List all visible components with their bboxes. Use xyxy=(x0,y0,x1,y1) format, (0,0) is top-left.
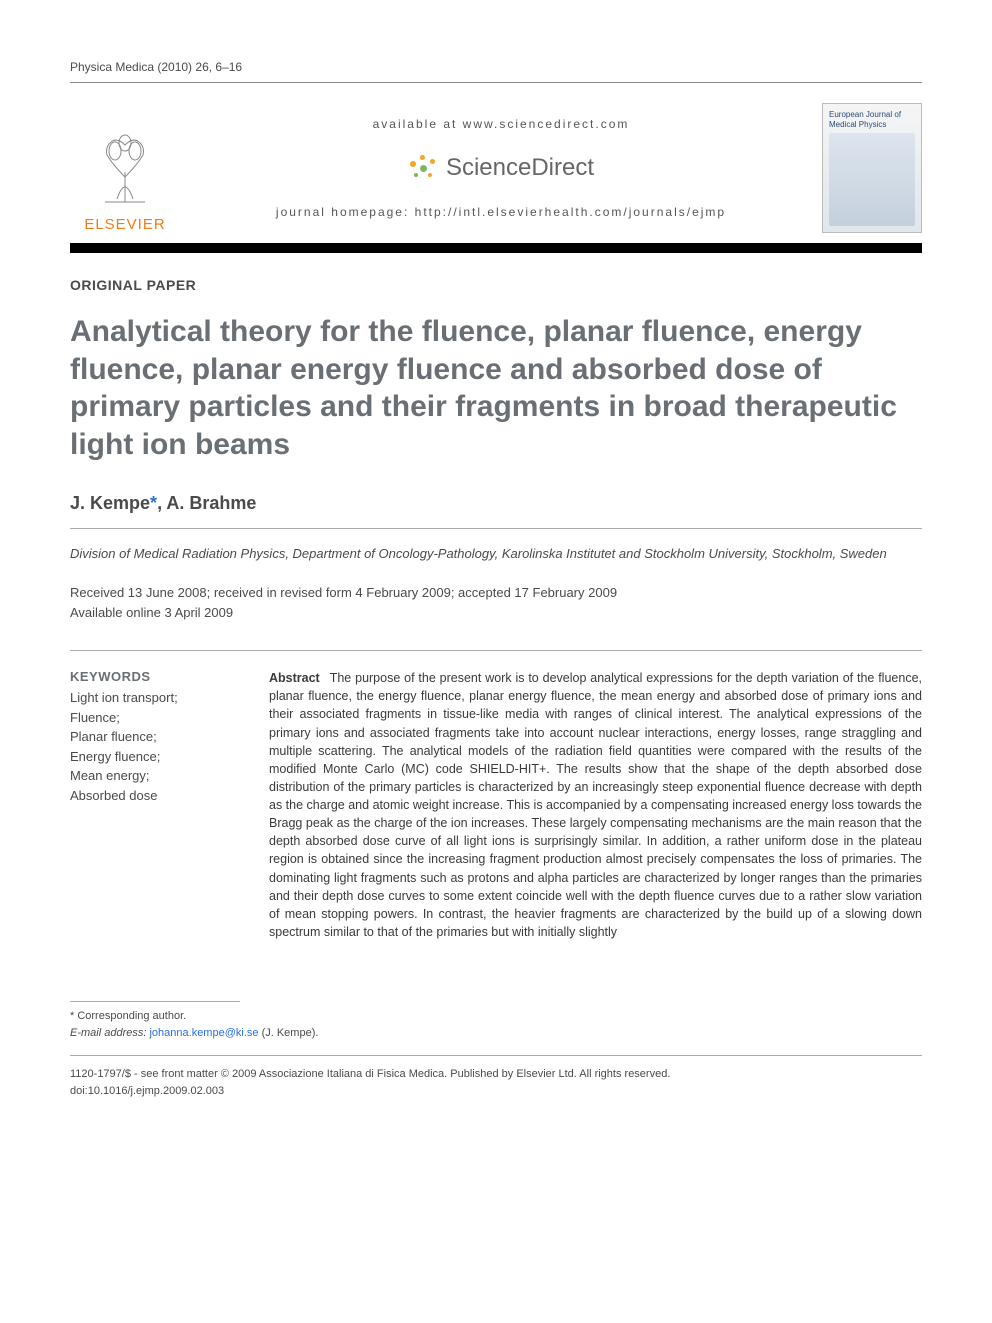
sciencedirect-logo: ScienceDirect xyxy=(408,154,594,182)
email-label: E-mail address: xyxy=(70,1027,146,1039)
keywords-column: KEYWORDS Light ion transport; Fluence; P… xyxy=(70,669,245,941)
author-sep: , xyxy=(157,493,166,513)
article-dates: Received 13 June 2008; received in revis… xyxy=(70,583,922,622)
header-black-bar xyxy=(70,243,922,253)
affiliation: Division of Medical Radiation Physics, D… xyxy=(70,545,922,563)
abstract-text: The purpose of the present work is to de… xyxy=(269,671,922,939)
bottom-rule xyxy=(70,1055,922,1056)
footnotes: * Corresponding author. E-mail address: … xyxy=(70,1008,922,1041)
corresponding-mark: * xyxy=(150,493,157,513)
sciencedirect-dots-icon xyxy=(408,155,438,181)
elsevier-tree-icon xyxy=(80,122,170,212)
authors-line: J. Kempe*, A. Brahme xyxy=(70,493,922,514)
dates-online: Available online 3 April 2009 xyxy=(70,603,922,623)
paper-type-label: ORIGINAL PAPER xyxy=(70,277,922,293)
copyright-line: 1120-1797/$ - see front matter © 2009 As… xyxy=(70,1066,922,1083)
doi-line: doi:10.1016/j.ejmp.2009.02.003 xyxy=(70,1083,922,1100)
top-rule xyxy=(70,82,922,83)
available-at-line: available at www.sciencedirect.com xyxy=(373,117,630,131)
corresponding-author-note: * Corresponding author. xyxy=(70,1008,922,1025)
footnote-rule xyxy=(70,1001,240,1002)
author-1: J. Kempe xyxy=(70,493,150,513)
keywords-list: Light ion transport; Fluence; Planar flu… xyxy=(70,688,245,805)
running-head: Physica Medica (2010) 26, 6–16 xyxy=(70,60,922,74)
elsevier-logo: ELSEVIER xyxy=(70,103,180,233)
journal-homepage-line: journal homepage: http://intl.elsevierhe… xyxy=(276,205,726,219)
email-line: E-mail address: johanna.kempe@ki.se (J. … xyxy=(70,1025,922,1042)
author-rule xyxy=(70,528,922,529)
keywords-abstract-row: KEYWORDS Light ion transport; Fluence; P… xyxy=(70,650,922,941)
keywords-heading: KEYWORDS xyxy=(70,669,245,684)
copyright-block: 1120-1797/$ - see front matter © 2009 As… xyxy=(70,1066,922,1099)
header-center: available at www.sciencedirect.com Scien… xyxy=(200,103,802,233)
author-2: A. Brahme xyxy=(166,493,256,513)
abstract-label: Abstract xyxy=(269,671,320,685)
journal-cover-title: European Journal of Medical Physics xyxy=(829,110,915,129)
author-email[interactable]: johanna.kempe@ki.se xyxy=(149,1027,258,1039)
journal-cover-art xyxy=(829,133,915,226)
elsevier-wordmark: ELSEVIER xyxy=(84,216,165,233)
journal-cover-thumbnail: European Journal of Medical Physics xyxy=(822,103,922,233)
article-title: Analytical theory for the fluence, plana… xyxy=(70,313,922,463)
journal-header: ELSEVIER available at www.sciencedirect.… xyxy=(70,103,922,233)
sciencedirect-wordmark: ScienceDirect xyxy=(446,154,594,182)
abstract-column: AbstractThe purpose of the present work … xyxy=(269,669,922,941)
email-paren: (J. Kempe). xyxy=(262,1027,319,1039)
dates-received: Received 13 June 2008; received in revis… xyxy=(70,583,922,603)
